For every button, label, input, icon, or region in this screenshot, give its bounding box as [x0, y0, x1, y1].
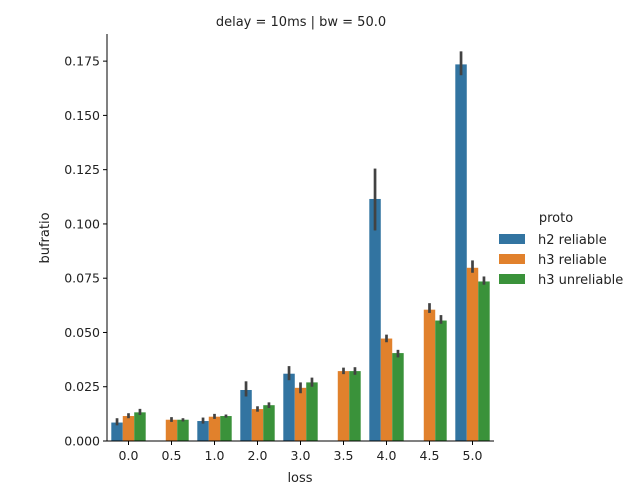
- bar-h3-unreliable-0.0: [134, 412, 146, 441]
- y-tick-label: 0.100: [64, 216, 100, 231]
- legend-swatch: [499, 254, 525, 264]
- bar-h3-unreliable-5.0: [478, 281, 490, 441]
- x-tick-label: 3.0: [291, 448, 311, 463]
- bar-h3-reliable-3.5: [337, 371, 350, 441]
- y-axis: 0.000 0.025 0.050 0.075 0.100 0.125 0.150 0.175: [64, 34, 108, 449]
- bar-h3-unreliable-1.0: [220, 416, 232, 441]
- bar-h3-reliable-5.0: [466, 267, 479, 441]
- y-tick-label: 0.175: [64, 54, 100, 69]
- x-tick-label: 0.0: [119, 448, 139, 463]
- bar-h3-reliable-0.0: [122, 416, 135, 441]
- bar-h3-unreliable-2.0: [263, 405, 275, 441]
- x-tick-label: 2.0: [248, 448, 268, 463]
- x-axis: 0.0 0.5 1.0 2.0 3.0 3.5 4.0 4.5 5.0: [107, 440, 494, 463]
- bar-h3-unreliable-4.5: [435, 320, 447, 441]
- x-axis-label: loss: [287, 471, 312, 486]
- y-tick-label: 0.000: [64, 434, 100, 449]
- y-tick-label: 0.125: [64, 162, 100, 177]
- y-tick-label: 0.025: [64, 379, 100, 394]
- bar-h3-reliable-4.0: [380, 338, 393, 441]
- x-tick-label: 5.0: [463, 448, 483, 463]
- bar-h2-reliable-5.0: [455, 64, 467, 441]
- y-tick-label: 0.150: [64, 108, 100, 123]
- legend-entry-label: h3 unreliable: [538, 273, 623, 288]
- bar-h3-unreliable-3.5: [349, 371, 361, 441]
- x-tick-label: 1.0: [205, 448, 225, 463]
- bar-h2-reliable-2.0: [240, 389, 252, 441]
- x-tick-label: 4.5: [420, 448, 440, 463]
- bar-h3-reliable-2.0: [251, 409, 264, 441]
- y-tick-label: 0.050: [64, 325, 100, 340]
- legend-entry-label: h3 reliable: [538, 253, 607, 268]
- bar-h2-reliable-0.0: [111, 422, 123, 441]
- legend-swatch: [499, 234, 525, 244]
- y-axis-label: bufratio: [38, 212, 53, 263]
- bar-h2-reliable-4.0: [369, 198, 381, 441]
- bar-h3-reliable-3.0: [294, 387, 307, 441]
- x-tick-label: 0.5: [162, 448, 182, 463]
- bars-group: [111, 64, 490, 441]
- x-tick-label: 3.5: [334, 448, 354, 463]
- bar-h3-reliable-4.5: [423, 309, 436, 441]
- bar-h2-reliable-1.0: [197, 421, 209, 441]
- bar-h3-unreliable-0.5: [177, 419, 189, 441]
- bar-h3-reliable-0.5: [165, 419, 178, 441]
- y-tick-label: 0.075: [64, 271, 100, 286]
- legend: proto h2 reliable h3 reliable h3 unreliabl…: [499, 211, 623, 288]
- x-tick-label: 4.0: [377, 448, 397, 463]
- legend-entry-label: h2 reliable: [538, 233, 607, 248]
- bar-h3-reliable-1.0: [208, 416, 221, 441]
- bar-h3-unreliable-4.0: [392, 353, 404, 441]
- legend-title: proto: [539, 211, 573, 226]
- bar-h2-reliable-3.0: [283, 373, 295, 441]
- legend-swatch: [499, 274, 525, 284]
- bar-h3-unreliable-3.0: [306, 382, 318, 441]
- chart-title: delay = 10ms | bw = 50.0: [216, 15, 386, 30]
- error-bars-group: [115, 51, 486, 426]
